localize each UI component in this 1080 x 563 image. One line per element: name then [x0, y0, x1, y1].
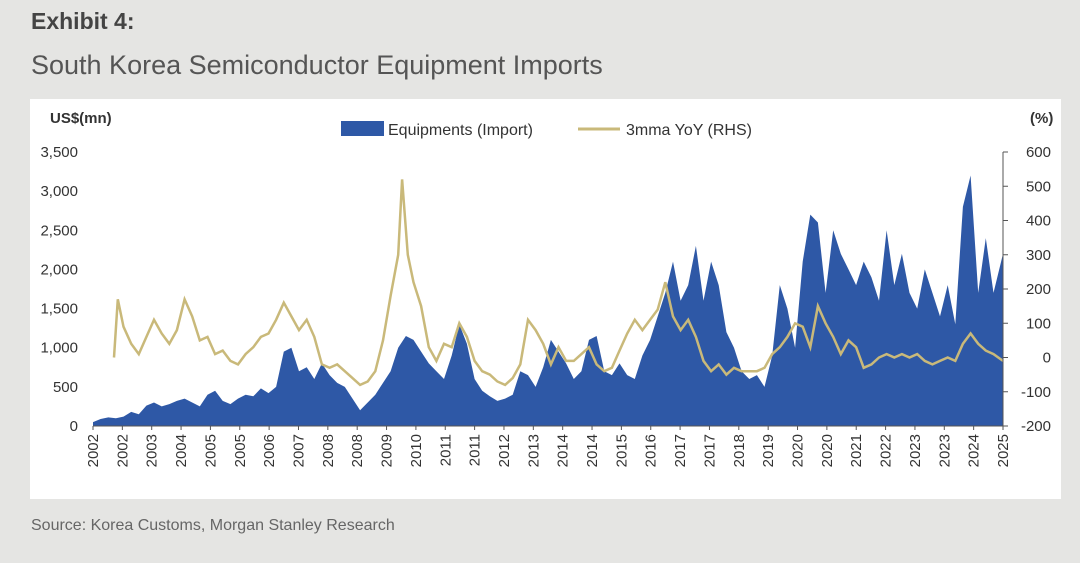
x-tick-label: 2003 [144, 434, 161, 467]
right-tick-label: 0 [1043, 350, 1051, 367]
x-tick-label: 2002 [85, 434, 102, 467]
x-axis: 2002 2002 2003 2004 2005 2005 2006 2007 2008 2008… [85, 426, 1012, 467]
x-tick-label: 2022 [878, 434, 895, 467]
x-tick-label: 2018 [731, 434, 748, 467]
yoy-line-series [112, 179, 1004, 387]
chart-panel: US$(mn) (%) Equipments (Import) 3mma YoY… [30, 99, 1061, 499]
x-tick-label: 2013 [525, 434, 542, 467]
legend-label-area: Equipments (Import) [388, 122, 533, 139]
right-axis: 600 500 400 300 200 100 0 -100 -200 [1003, 144, 1051, 435]
right-axis-label: (%) [1030, 110, 1053, 127]
x-tick-label: 2012 [496, 434, 513, 467]
x-tick-label: 2010 [408, 434, 425, 467]
x-tick-label: 2017 [672, 434, 689, 467]
exhibit-label: Exhibit 4: [31, 8, 135, 34]
right-tick-label: -200 [1021, 418, 1051, 435]
legend-label-line: 3mma YoY (RHS) [626, 122, 752, 139]
left-axis-label: US$(mn) [50, 110, 112, 127]
right-tick-label: 600 [1026, 144, 1051, 161]
left-axis: 3,500 3,000 2,500 2,000 1,500 1,000 500 0 [40, 144, 78, 435]
chart-title: South Korea Semiconductor Equipment Impo… [31, 50, 603, 80]
x-tick-label: 2011 [437, 434, 454, 466]
left-tick-label: 0 [70, 418, 78, 435]
x-tick-label: 2007 [291, 434, 308, 467]
left-tick-label: 3,500 [40, 144, 78, 161]
left-tick-label: 2,500 [40, 222, 78, 239]
x-tick-label: 2008 [320, 434, 337, 467]
right-tick-label: 100 [1026, 315, 1051, 332]
x-tick-label: 2017 [702, 434, 719, 467]
x-tick-label: 2020 [819, 434, 836, 467]
imports-area-series [93, 175, 1003, 426]
x-tick-label: 2016 [643, 434, 660, 467]
x-tick-label: 2024 [966, 434, 983, 467]
x-tick-label: 2008 [349, 434, 366, 467]
right-tick-label: -100 [1021, 384, 1051, 401]
source-note: Source: Korea Customs, Morgan Stanley Re… [31, 517, 395, 534]
left-tick-label: 1,000 [40, 340, 78, 357]
legend-swatch-area [341, 121, 384, 136]
right-tick-label: 500 [1026, 178, 1051, 195]
x-tick-label: 2005 [202, 434, 219, 467]
x-tick-label: 2014 [555, 434, 572, 467]
x-tick-label: 2009 [379, 434, 396, 467]
x-tick-label: 2020 [790, 434, 807, 467]
x-tick-label: 2011 [467, 434, 484, 466]
left-tick-label: 2,000 [40, 261, 78, 278]
legend: Equipments (Import) 3mma YoY (RHS) [341, 121, 752, 139]
right-tick-label: 300 [1026, 247, 1051, 264]
x-tick-label: 2019 [760, 434, 777, 467]
x-tick-label: 2023 [936, 434, 953, 467]
x-tick-label: 2025 [995, 434, 1012, 467]
left-tick-label: 3,000 [40, 183, 78, 200]
x-tick-label: 2002 [114, 434, 131, 467]
left-tick-label: 1,500 [40, 301, 78, 318]
x-tick-label: 2023 [907, 434, 924, 467]
x-tick-label: 2015 [613, 434, 630, 467]
x-tick-label: 2021 [848, 434, 865, 467]
right-tick-label: 400 [1026, 213, 1051, 230]
right-tick-label: 200 [1026, 281, 1051, 298]
x-tick-label: 2005 [232, 434, 249, 467]
chart-svg: US$(mn) (%) Equipments (Import) 3mma YoY… [40, 110, 1053, 467]
x-tick-label: 2014 [584, 434, 601, 467]
x-tick-label: 2004 [173, 434, 190, 467]
left-tick-label: 500 [53, 379, 78, 396]
x-tick-label: 2006 [261, 434, 278, 467]
